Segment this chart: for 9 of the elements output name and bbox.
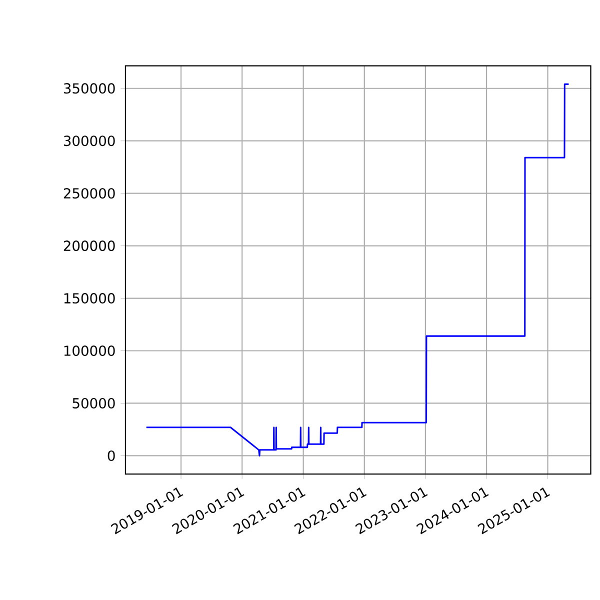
y-tick-label: 250000 (64, 188, 115, 199)
y-tick-label: 50000 (72, 398, 115, 408)
y-tick-label: 0 (108, 450, 115, 461)
y-tick-label: 200000 (64, 240, 115, 252)
y-tick-label: 100000 (64, 345, 115, 356)
y-tick-label: 350000 (64, 83, 115, 94)
y-tick-label: 150000 (64, 293, 115, 304)
y-tick-label: 300000 (64, 136, 115, 146)
line-series (146, 83, 570, 456)
